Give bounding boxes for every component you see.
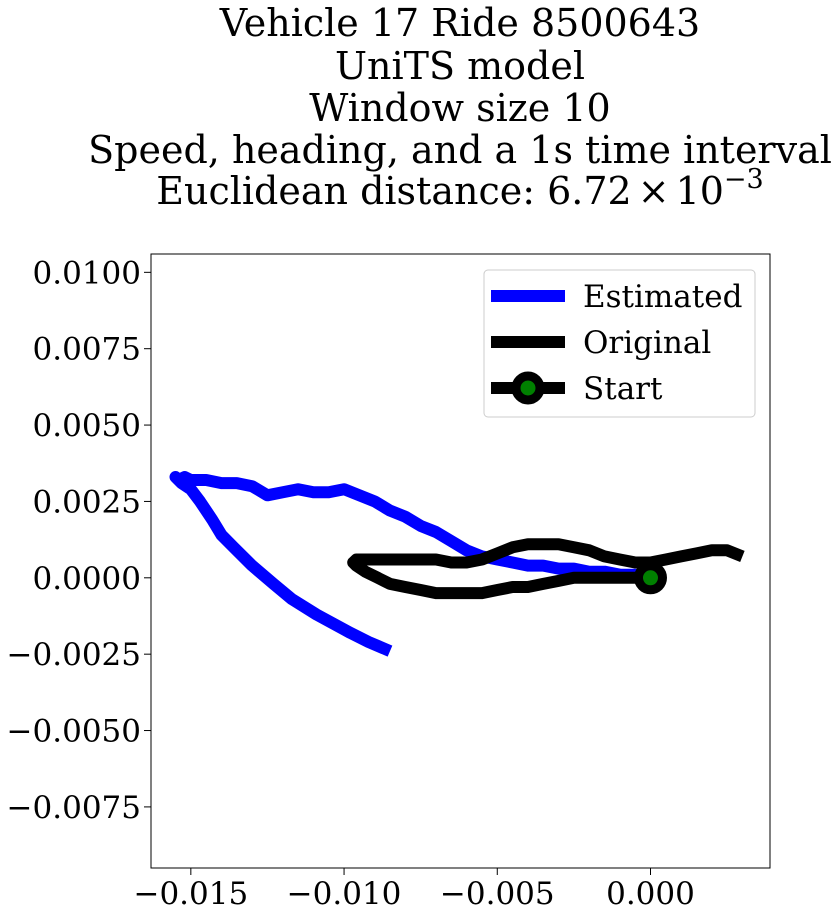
y-tick-label: 0.0000 <box>33 561 141 597</box>
title-line-1: Vehicle 17 Ride 8500643 <box>219 1 700 45</box>
legend-label-original: Original <box>583 325 711 361</box>
legend: Estimated Original Start <box>483 269 756 418</box>
series-line-estimated <box>169 471 652 657</box>
x-tick-label: −0.010 <box>287 876 402 912</box>
plot-area <box>169 471 745 657</box>
legend-label-estimated: Estimated <box>583 279 742 315</box>
title-line-2: UniTS model <box>335 44 585 88</box>
distance-exponent: −3 <box>724 164 764 195</box>
legend-label-start: Start <box>583 371 663 407</box>
axes: −0.015 −0.010 −0.005 0.000 0.0100 0.0075 0.005… <box>7 253 771 912</box>
y-tick-label: 0.0025 <box>33 484 141 520</box>
title-line-3: Window size 10 <box>309 86 610 130</box>
distance-base: 10 <box>676 169 724 213</box>
y-tick-label: −0.0025 <box>7 637 141 673</box>
y-tick-label: 0.0050 <box>33 408 141 444</box>
y-tick-label: 0.0075 <box>33 332 141 368</box>
title-line-5-distance: Euclidean distance: 6.72 × 10−3 <box>156 164 763 213</box>
distance-mantissa: 6.72 <box>547 169 632 213</box>
chart-title: Vehicle 17 Ride 8500643 UniTS model Wind… <box>88 1 832 213</box>
y-tick-label: −0.0075 <box>7 790 141 826</box>
legend-box <box>483 269 756 418</box>
start-marker <box>633 561 667 595</box>
distance-times: × <box>638 169 670 213</box>
y-tick-label: 0.0100 <box>33 255 141 291</box>
x-tick-label: −0.015 <box>133 876 248 912</box>
distance-prefix: Euclidean distance: <box>156 169 547 213</box>
series-line-original <box>347 538 745 600</box>
y-tick-label: −0.0050 <box>7 714 141 750</box>
title-line-4: Speed, heading, and a 1s time interval <box>88 128 832 172</box>
x-tick-label: 0.000 <box>606 876 695 912</box>
legend-start-marker <box>511 371 545 405</box>
plot-frame <box>150 253 771 869</box>
x-tick-label: −0.005 <box>440 876 555 912</box>
